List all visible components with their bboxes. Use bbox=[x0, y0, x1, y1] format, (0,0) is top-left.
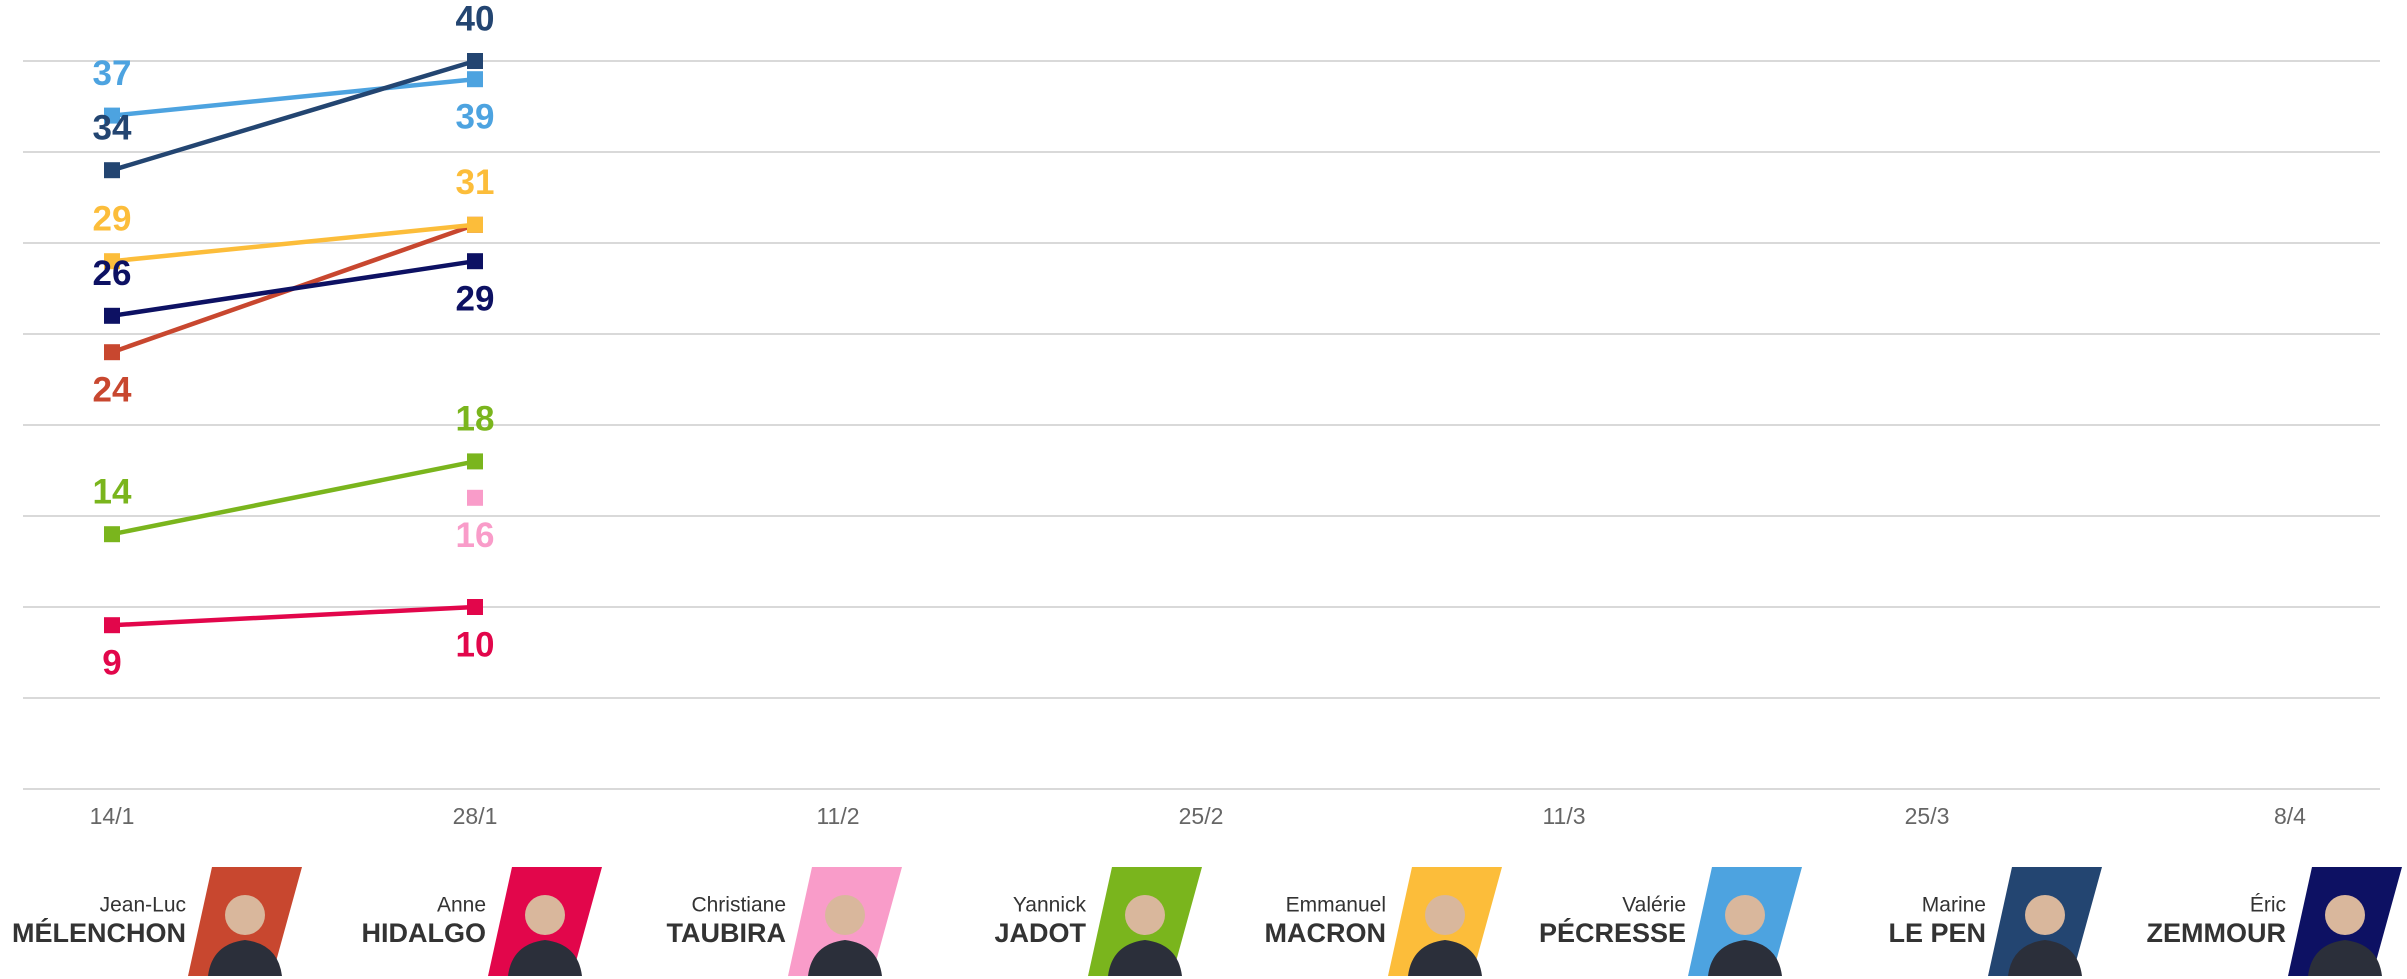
x-tick-label: 28/1 bbox=[453, 803, 498, 829]
legend-first-name: Emmanuel bbox=[1286, 894, 1386, 917]
point-marker bbox=[467, 489, 483, 506]
legend-last-name: HIDALGO bbox=[362, 918, 487, 948]
data-label: 29 bbox=[93, 199, 132, 238]
legend-first-name: Marine bbox=[1922, 894, 1986, 917]
point-marker bbox=[104, 526, 120, 543]
series-line bbox=[111, 604, 476, 628]
legend-first-name: Anne bbox=[437, 894, 486, 917]
portrait-head bbox=[2025, 895, 2065, 935]
portrait-body bbox=[2308, 940, 2382, 976]
data-label: 16 bbox=[456, 516, 495, 555]
data-label: 14 bbox=[93, 472, 132, 511]
point-marker bbox=[467, 453, 483, 470]
data-label: 39 bbox=[456, 97, 495, 136]
x-tick-label: 14/1 bbox=[90, 803, 135, 829]
data-label: 34 bbox=[93, 108, 132, 147]
portrait-head bbox=[1125, 895, 1165, 935]
point-marker bbox=[104, 253, 120, 270]
point-marker bbox=[467, 253, 483, 270]
point-marker bbox=[104, 107, 120, 124]
point-marker bbox=[467, 216, 483, 233]
portrait-body bbox=[1408, 940, 1482, 976]
legend-last-name: JADOT bbox=[994, 918, 1086, 948]
data-label: 24 bbox=[93, 370, 132, 409]
legend-last-name: ZEMMOUR bbox=[2147, 918, 2286, 948]
portrait-head bbox=[825, 895, 865, 935]
data-label: 10 bbox=[456, 625, 495, 664]
portrait-body bbox=[1708, 940, 1782, 976]
series-line bbox=[111, 258, 476, 319]
point-marker bbox=[467, 599, 483, 615]
legend-last-name: LE PEN bbox=[1888, 918, 1986, 948]
x-tick-label: 25/3 bbox=[1905, 803, 1950, 829]
point-marker bbox=[104, 307, 120, 324]
portrait-head bbox=[1425, 895, 1465, 935]
series-line bbox=[111, 222, 476, 264]
data-label: 18 bbox=[456, 400, 495, 439]
legend-first-name: Christiane bbox=[691, 894, 786, 917]
data-label: 26 bbox=[93, 254, 132, 293]
legend-last-name: MACRON bbox=[1265, 918, 1387, 948]
series-line bbox=[111, 76, 476, 118]
data-label: 9 bbox=[102, 643, 121, 682]
data-label: 37 bbox=[93, 54, 132, 93]
legend-last-name: MÉLENCHON bbox=[12, 917, 186, 948]
x-tick-label: 11/2 bbox=[816, 803, 859, 829]
portrait-head bbox=[225, 895, 265, 935]
portrait-body bbox=[1108, 940, 1182, 976]
portrait-head bbox=[1725, 895, 1765, 935]
portrait-body bbox=[2008, 940, 2082, 976]
legend-first-name: Yannick bbox=[1013, 894, 1087, 917]
legend-first-name: Jean-Luc bbox=[100, 894, 186, 917]
point-marker bbox=[467, 71, 483, 88]
portrait-body bbox=[208, 940, 282, 976]
point-marker bbox=[467, 53, 483, 69]
data-label: 29 bbox=[456, 279, 495, 318]
x-tick-label: 25/2 bbox=[1179, 803, 1224, 829]
portrait-body bbox=[508, 940, 582, 976]
legend-first-name: Valérie bbox=[1622, 894, 1686, 917]
point-marker bbox=[104, 344, 120, 361]
portrait-head bbox=[2325, 895, 2365, 935]
data-label: 40 bbox=[456, 0, 495, 38]
portrait-head bbox=[525, 895, 565, 935]
portrait-body bbox=[808, 940, 882, 976]
legend-last-name: TAUBIRA bbox=[667, 918, 786, 948]
point-marker bbox=[104, 162, 120, 179]
legend-first-name: Éric bbox=[2250, 894, 2286, 917]
series-line bbox=[111, 459, 476, 537]
x-tick-label: 11/3 bbox=[1542, 803, 1585, 829]
x-tick-label: 8/4 bbox=[2274, 803, 2306, 829]
legend-last-name: PÉCRESSE bbox=[1539, 917, 1686, 948]
point-marker bbox=[104, 617, 120, 634]
data-label: 31 bbox=[456, 163, 495, 202]
series-line bbox=[111, 58, 476, 173]
